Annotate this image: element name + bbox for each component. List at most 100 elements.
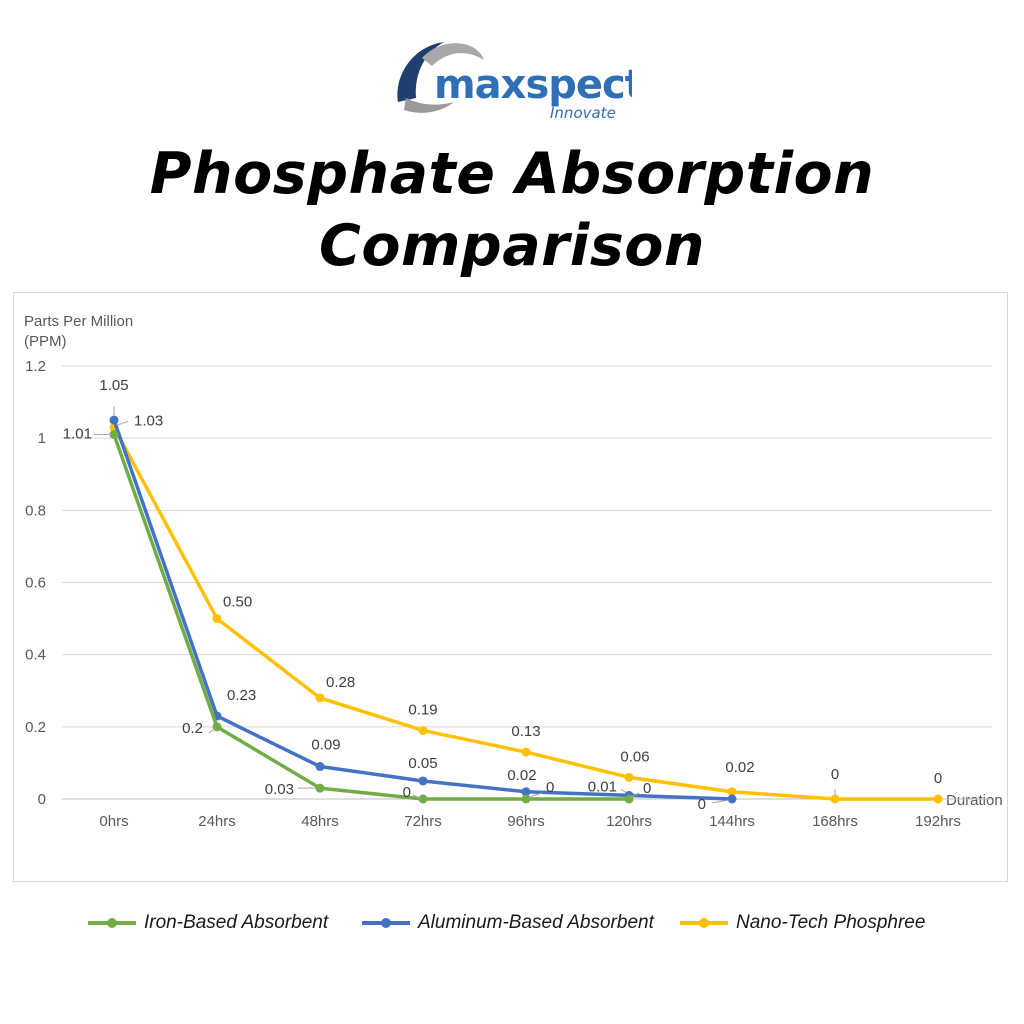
x-tick-label: 168hrs (812, 813, 858, 830)
data-label: 0 (546, 779, 554, 796)
data-point (624, 794, 634, 804)
series-line (112, 433, 629, 801)
legend-label: Aluminum-Based Absorbent (418, 912, 654, 933)
data-label-leader (528, 792, 543, 798)
series-line (112, 419, 733, 801)
page-title: Phosphate Absorption Comparison (0, 138, 1024, 282)
data-point (521, 787, 531, 797)
data-label-leader (711, 799, 730, 804)
series-lines (109, 415, 943, 804)
page-title-line2: Comparison (319, 213, 705, 279)
data-label: 1.01 (63, 426, 92, 443)
x-tick-label: 120hrs (606, 813, 652, 830)
data-point (418, 776, 428, 786)
data-label: 0 (698, 796, 706, 813)
x-tick-label: 0hrs (99, 813, 128, 830)
legend-marker (381, 918, 391, 928)
logo-swoosh-light (404, 98, 454, 113)
data-label: 0.03 (265, 781, 294, 798)
data-point (109, 430, 119, 440)
data-point (521, 747, 531, 757)
data-point (315, 693, 325, 703)
y-tick-label: 1.2 (25, 358, 46, 375)
y-axis-label-line1: Parts Per Million (24, 313, 133, 330)
data-label-leader (208, 728, 216, 734)
y-tick-label: 0.4 (25, 647, 46, 664)
data-label: 0.09 (311, 737, 340, 754)
data-point (727, 787, 737, 797)
chart-frame (13, 292, 1008, 882)
legend-swatch (680, 918, 728, 928)
chart-legend: Iron-Based Absorbent Aluminum-Based Absor… (0, 908, 1024, 938)
legend-swatch (362, 918, 410, 928)
logo-wordmark: maxspect (434, 62, 632, 108)
legend-marker (107, 918, 117, 928)
data-label: 0.05 (408, 755, 437, 772)
data-label: 0.06 (620, 748, 649, 765)
legend-item: Nano-Tech Phosphree (680, 908, 925, 938)
data-point (933, 794, 943, 804)
data-label: 0.19 (408, 701, 437, 718)
data-point (315, 783, 325, 793)
series-nano-tech-phosphree (109, 422, 943, 804)
y-tick-label: 0.6 (25, 575, 46, 592)
legend-label: Nano-Tech Phosphree (736, 912, 926, 933)
data-label: 0.2 (182, 720, 203, 737)
series-iron-based-absorbent (109, 430, 634, 804)
data-labels: 1.01 0.2 0.03 0 0 0 1.05 0.23 0.09 0.05 0.02 0.01 0 1… (63, 377, 942, 813)
logo-tagline: Innovate (550, 104, 616, 122)
series-line (112, 426, 938, 801)
data-label-leader (116, 420, 129, 426)
x-tick-label: 192hrs (915, 813, 961, 830)
data-label: 0.50 (223, 594, 252, 611)
data-label-leader (412, 794, 422, 800)
y-tick-labels: 0 0.2 0.4 0.6 0.8 1 1.2 (25, 358, 46, 808)
y-tick-label: 1 (38, 430, 46, 447)
series-aluminum-based-absorbent (109, 415, 737, 804)
legend-label: Iron-Based Absorbent (144, 912, 329, 933)
data-label: 0.01 (588, 778, 617, 795)
x-tick-label: 24hrs (198, 813, 236, 830)
x-axis-label: Duration (946, 792, 1003, 809)
maxspect-logo: maxspect Innovate (397, 42, 632, 122)
x-tick-label: 48hrs (301, 813, 339, 830)
y-axis-label-line2: (PPM) (24, 333, 67, 350)
legend-item: Iron-Based Absorbent (88, 908, 328, 938)
legend-item: Aluminum-Based Absorbent (362, 908, 654, 938)
data-point (418, 794, 428, 804)
data-label: 0 (831, 766, 839, 783)
data-point (624, 772, 634, 782)
data-point (727, 794, 737, 804)
data-point (109, 415, 119, 425)
data-point (418, 725, 428, 735)
logo-swoosh-grey (422, 43, 484, 66)
data-label: 0 (403, 784, 411, 801)
y-tick-label: 0.2 (25, 719, 46, 736)
x-tick-label: 96hrs (507, 813, 545, 830)
x-tick-label: 72hrs (404, 813, 442, 830)
data-label: 0.23 (227, 687, 256, 704)
logo-swoosh-dark (397, 42, 444, 102)
data-label: 0 (643, 780, 651, 797)
legend-marker (699, 918, 709, 928)
page-title-line1: Phosphate Absorption (149, 141, 875, 207)
data-label: 0.02 (507, 767, 536, 784)
data-point (521, 794, 531, 804)
data-label-leader (620, 788, 627, 793)
y-tick-label: 0 (38, 791, 46, 808)
data-point (315, 762, 325, 772)
legend-swatch (88, 918, 136, 928)
data-label: 0.02 (725, 759, 754, 776)
data-point (830, 794, 840, 804)
x-tick-label: 144hrs (709, 813, 755, 830)
data-label: 0 (934, 770, 942, 787)
x-tick-labels: 0hrs 24hrs 48hrs 72hrs 96hrs 120hrs 144hrs 168h… (99, 813, 961, 830)
data-label: 1.05 (99, 377, 128, 394)
data-label: 0.28 (326, 674, 355, 691)
data-label: 0.13 (511, 723, 540, 740)
y-tick-label: 0.8 (25, 502, 46, 519)
data-label: 1.03 (134, 412, 163, 429)
data-point (212, 614, 222, 624)
data-label-leader (630, 792, 640, 798)
